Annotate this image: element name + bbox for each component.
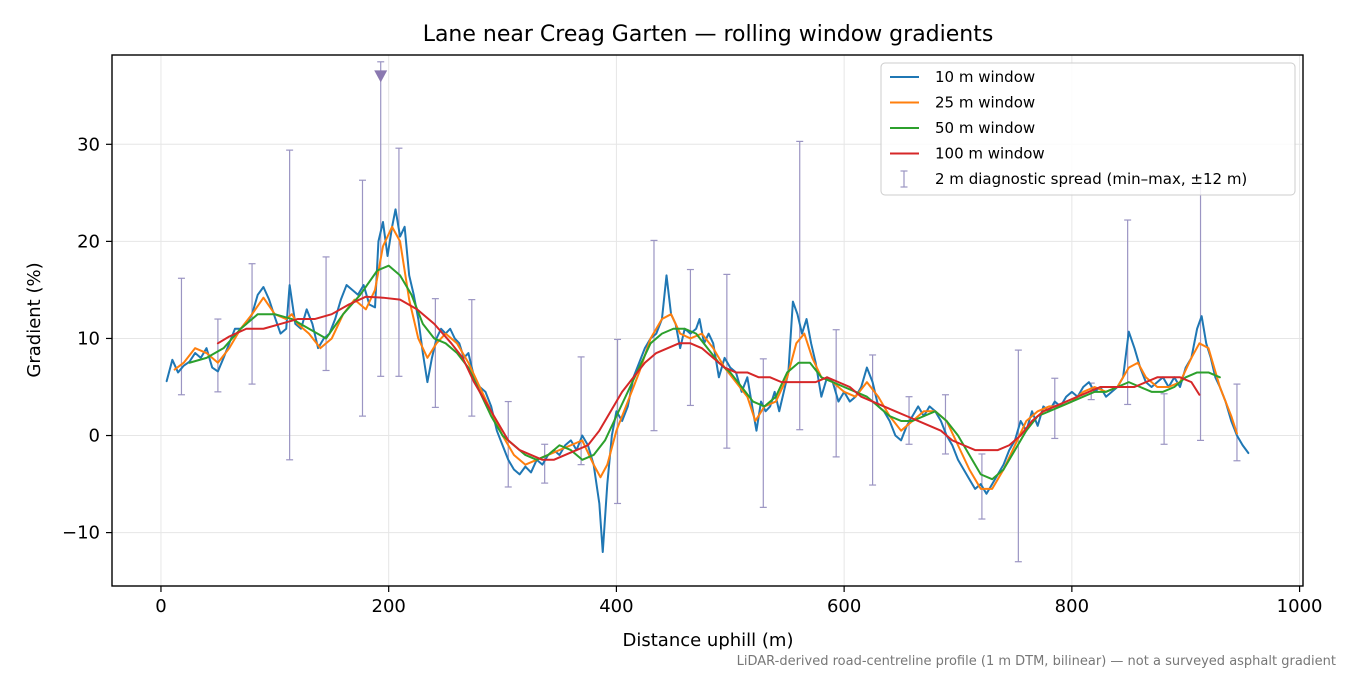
legend-label: 50 m window	[935, 119, 1035, 137]
marker-layer	[374, 70, 388, 83]
series-line-2	[173, 225, 1238, 490]
y-tick-label: 20	[77, 231, 100, 252]
grid-layer	[112, 55, 1303, 586]
y-axis-label: Gradient (%)	[24, 262, 45, 377]
y-tick-label: 30	[77, 134, 100, 155]
footnote: LiDAR-derived road-centreline profile (1…	[737, 654, 1336, 669]
legend-label: 2 m diagnostic spread (min–max, ±12 m)	[935, 170, 1247, 188]
series-layer	[165, 208, 1250, 554]
x-tick-label: 200	[372, 596, 406, 617]
x-axis-label: Distance uphill (m)	[623, 630, 794, 651]
series-line-1	[165, 208, 1250, 554]
y-tick-label: 0	[89, 426, 100, 447]
legend-label: 25 m window	[935, 94, 1035, 112]
legend-label: 10 m window	[935, 68, 1035, 86]
x-tick-label: 1000	[1277, 596, 1323, 617]
series-line-3	[188, 264, 1221, 481]
legend-box	[880, 62, 1296, 196]
chart-title: Lane near Creag Garten — rolling window …	[423, 22, 994, 47]
tick-layer: 0 200 400 600 800 1000 −10 0 10 20 30	[62, 134, 1322, 617]
series-line-4	[216, 295, 1201, 461]
x-tick-label: 600	[827, 596, 861, 617]
y-tick-label: −10	[62, 523, 100, 544]
peak-marker	[374, 70, 388, 83]
legend: 10 m window 25 m window 50 m window 100 m w…	[880, 62, 1296, 196]
y-tick-label: 10	[77, 328, 100, 349]
x-tick-label: 0	[155, 596, 166, 617]
x-tick-label: 400	[599, 596, 633, 617]
legend-label: 100 m window	[935, 145, 1045, 163]
plot-frame	[111, 54, 1304, 587]
x-tick-label: 800	[1055, 596, 1089, 617]
